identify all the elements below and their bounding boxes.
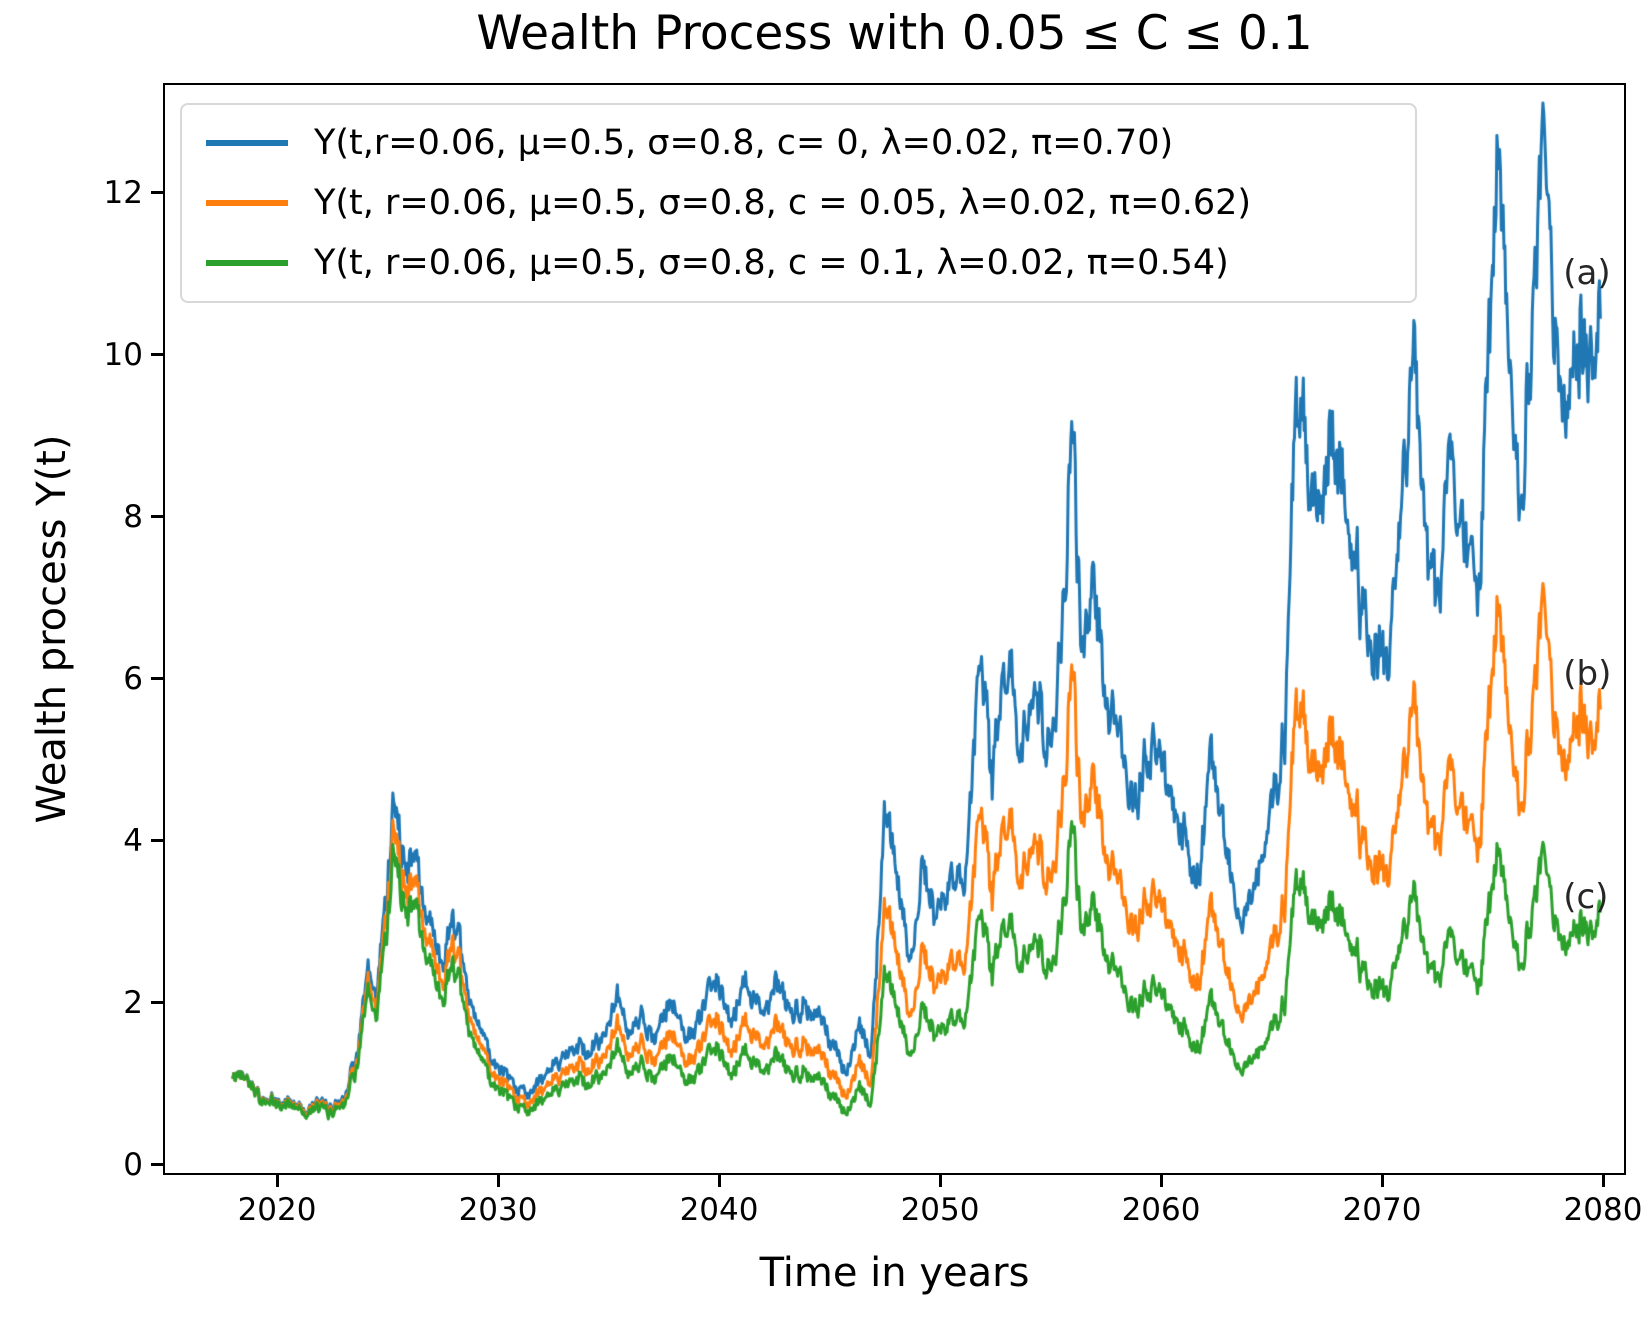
x-tick-mark <box>496 1173 500 1187</box>
legend-label: Y(t, r=0.06, μ=0.5, σ=0.8, c = 0.05, λ=0… <box>314 183 1252 223</box>
series-annotation: (b) <box>1563 653 1612 694</box>
y-tick-mark <box>151 839 165 843</box>
legend: Y(t,r=0.06, μ=0.5, σ=0.8, c= 0, λ=0.02, … <box>180 103 1417 303</box>
y-tick-label: 6 <box>123 660 143 697</box>
y-tick-mark <box>151 677 165 681</box>
x-tick-mark <box>717 1173 721 1187</box>
x-tick-label: 2040 <box>679 1192 759 1228</box>
legend-line-sample-green <box>206 260 288 266</box>
legend-item: Y(t, r=0.06, μ=0.5, σ=0.8, c = 0.1, λ=0.… <box>206 243 1405 283</box>
x-tick-mark <box>1380 1173 1384 1187</box>
legend-label: Y(t,r=0.06, μ=0.5, σ=0.8, c= 0, λ=0.02, … <box>314 123 1174 163</box>
y-tick-mark <box>151 1163 165 1167</box>
y-tick-label: 8 <box>123 498 143 535</box>
legend-item: Y(t,r=0.06, μ=0.5, σ=0.8, c= 0, λ=0.02, … <box>206 123 1405 163</box>
legend-item: Y(t, r=0.06, μ=0.5, σ=0.8, c = 0.05, λ=0… <box>206 183 1405 223</box>
x-axis-label: Time in years <box>759 1250 1030 1296</box>
x-tick-label: 2020 <box>237 1192 317 1228</box>
legend-line-sample-orange <box>206 200 288 206</box>
x-tick-mark <box>1601 1173 1605 1187</box>
x-tick-label: 2060 <box>1121 1192 1201 1228</box>
x-tick-label: 2080 <box>1563 1192 1643 1228</box>
y-tick-mark <box>151 515 165 519</box>
x-tick-mark <box>938 1173 942 1187</box>
y-tick-mark <box>151 191 165 195</box>
y-tick-label: 2 <box>123 984 143 1021</box>
y-tick-label: 0 <box>123 1146 143 1183</box>
x-tick-label: 2030 <box>458 1192 538 1228</box>
y-tick-label: 4 <box>123 822 143 859</box>
x-tick-mark <box>1159 1173 1163 1187</box>
y-tick-mark <box>151 353 165 357</box>
legend-label: Y(t, r=0.06, μ=0.5, σ=0.8, c = 0.1, λ=0.… <box>314 243 1229 283</box>
series-annotation: (a) <box>1563 252 1611 293</box>
y-tick-label: 12 <box>103 174 143 211</box>
y-tick-label: 10 <box>103 336 143 373</box>
y-axis-label: Wealth process Y(t) <box>29 434 75 824</box>
y-tick-mark <box>151 1001 165 1005</box>
x-tick-mark <box>275 1173 279 1187</box>
legend-line-sample-blue <box>206 140 288 146</box>
x-tick-label: 2070 <box>1342 1192 1422 1228</box>
series-annotation: (c) <box>1563 876 1609 917</box>
x-tick-label: 2050 <box>900 1192 980 1228</box>
